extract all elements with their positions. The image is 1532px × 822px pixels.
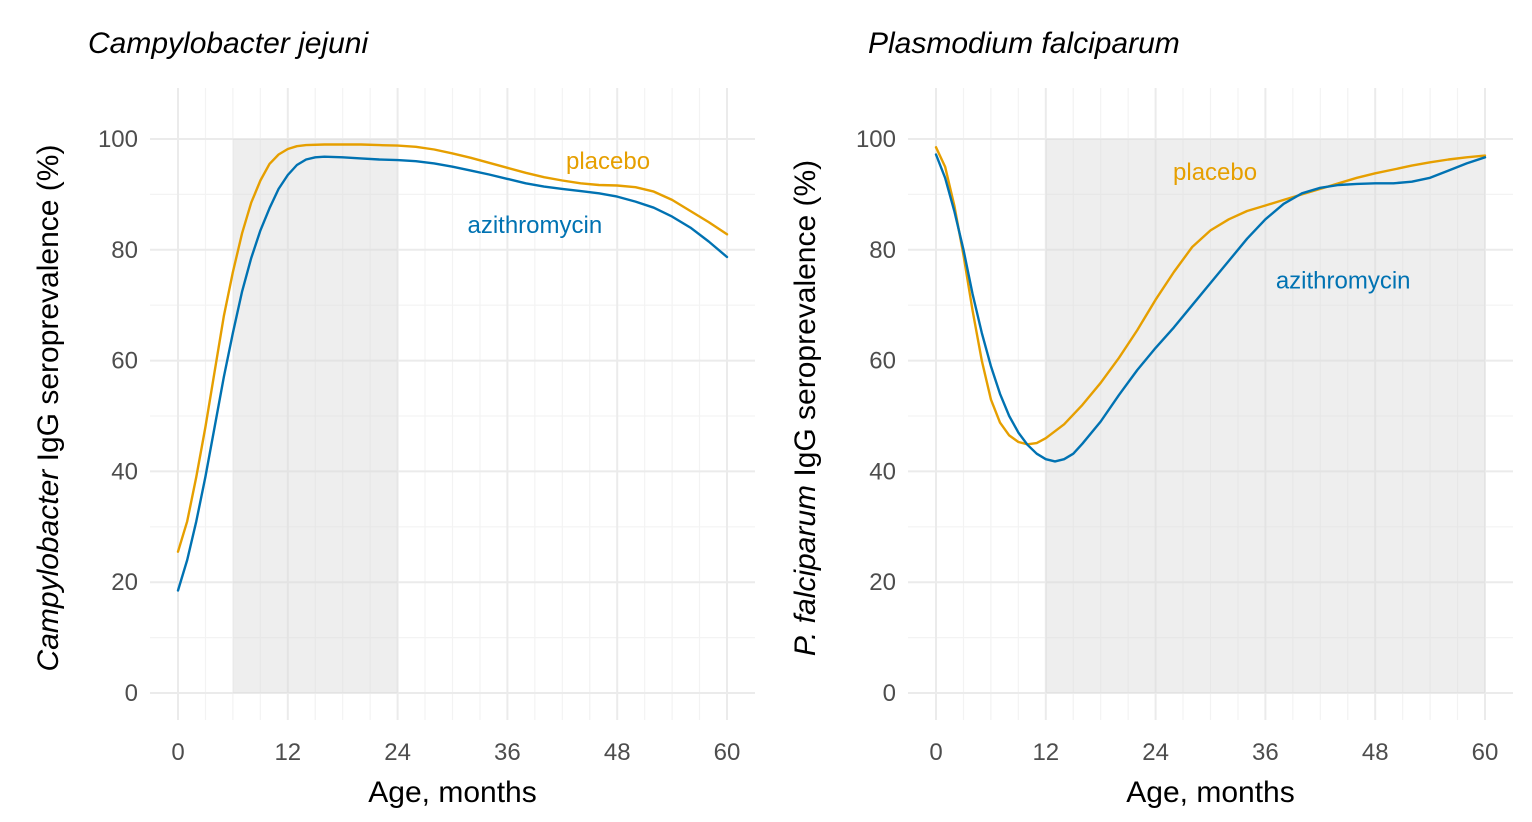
y-axis-title-rest: IgG seroprevalence (%) (789, 160, 822, 485)
y-tick-label: 20 (111, 569, 138, 596)
y-axis-title: P. falciparum IgG seroprevalence (%) (789, 160, 822, 656)
treatment-period-shade (232, 139, 398, 693)
series-line-placebo (934, 146, 1487, 446)
y-tick-label: 100 (856, 126, 896, 153)
y-tick-label: 0 (883, 680, 896, 707)
treatment-period-shade (1045, 139, 1485, 693)
y-tick-label: 60 (111, 348, 138, 375)
x-tick-label: 36 (1252, 739, 1279, 766)
series-label-azithromycin: azithromycin (1276, 267, 1411, 294)
x-tick-label: 12 (274, 739, 301, 766)
x-tick-label: 24 (384, 739, 411, 766)
x-tick-label: 48 (604, 739, 631, 766)
x-tick-label: 24 (1142, 739, 1169, 766)
y-tick-label: 80 (111, 237, 138, 264)
series-label-azithromycin: azithromycin (467, 212, 602, 239)
y-tick-label: 40 (111, 458, 138, 485)
y-axis-title-italic: P. falciparum (789, 485, 822, 656)
series-line-placebo (176, 143, 729, 553)
chart-panel-1: placebo azithromycin 0 12 24 36 48 60 0 20 40 60 80 1… (32, 27, 755, 809)
y-tick-label: 20 (869, 569, 896, 596)
panel-title: Campylobacter jejuni (88, 27, 369, 60)
y-tick-label: 100 (98, 126, 138, 153)
x-tick-label: 48 (1362, 739, 1389, 766)
y-tick-label: 0 (125, 680, 138, 707)
x-tick-label: 60 (714, 739, 741, 766)
x-tick-label: 0 (171, 739, 184, 766)
x-tick-label: 12 (1032, 739, 1059, 766)
y-axis-title: Campylobacter IgG seroprevalence (%) (32, 145, 65, 672)
x-tick-label: 36 (494, 739, 521, 766)
y-tick-label: 80 (869, 237, 896, 264)
series-label-placebo: placebo (566, 148, 650, 175)
panel-title: Plasmodium falciparum (868, 27, 1180, 60)
series-line-azithromycin (176, 155, 729, 592)
y-axis-title-rest: IgG seroprevalence (%) (32, 145, 65, 470)
x-tick-label: 0 (929, 739, 942, 766)
chart-panel-2: placebo azithromycin 0 12 24 36 48 60 0 20 40 60 80 1… (789, 27, 1513, 809)
y-tick-label: 40 (869, 458, 896, 485)
y-axis-title-italic: Campylobacter (32, 469, 65, 672)
series-line-azithromycin (934, 153, 1487, 463)
x-axis-title: Age, months (1126, 776, 1294, 809)
x-axis-title: Age, months (368, 776, 536, 809)
x-tick-label: 60 (1472, 739, 1499, 766)
y-tick-label: 60 (869, 348, 896, 375)
series-label-placebo: placebo (1173, 159, 1257, 186)
